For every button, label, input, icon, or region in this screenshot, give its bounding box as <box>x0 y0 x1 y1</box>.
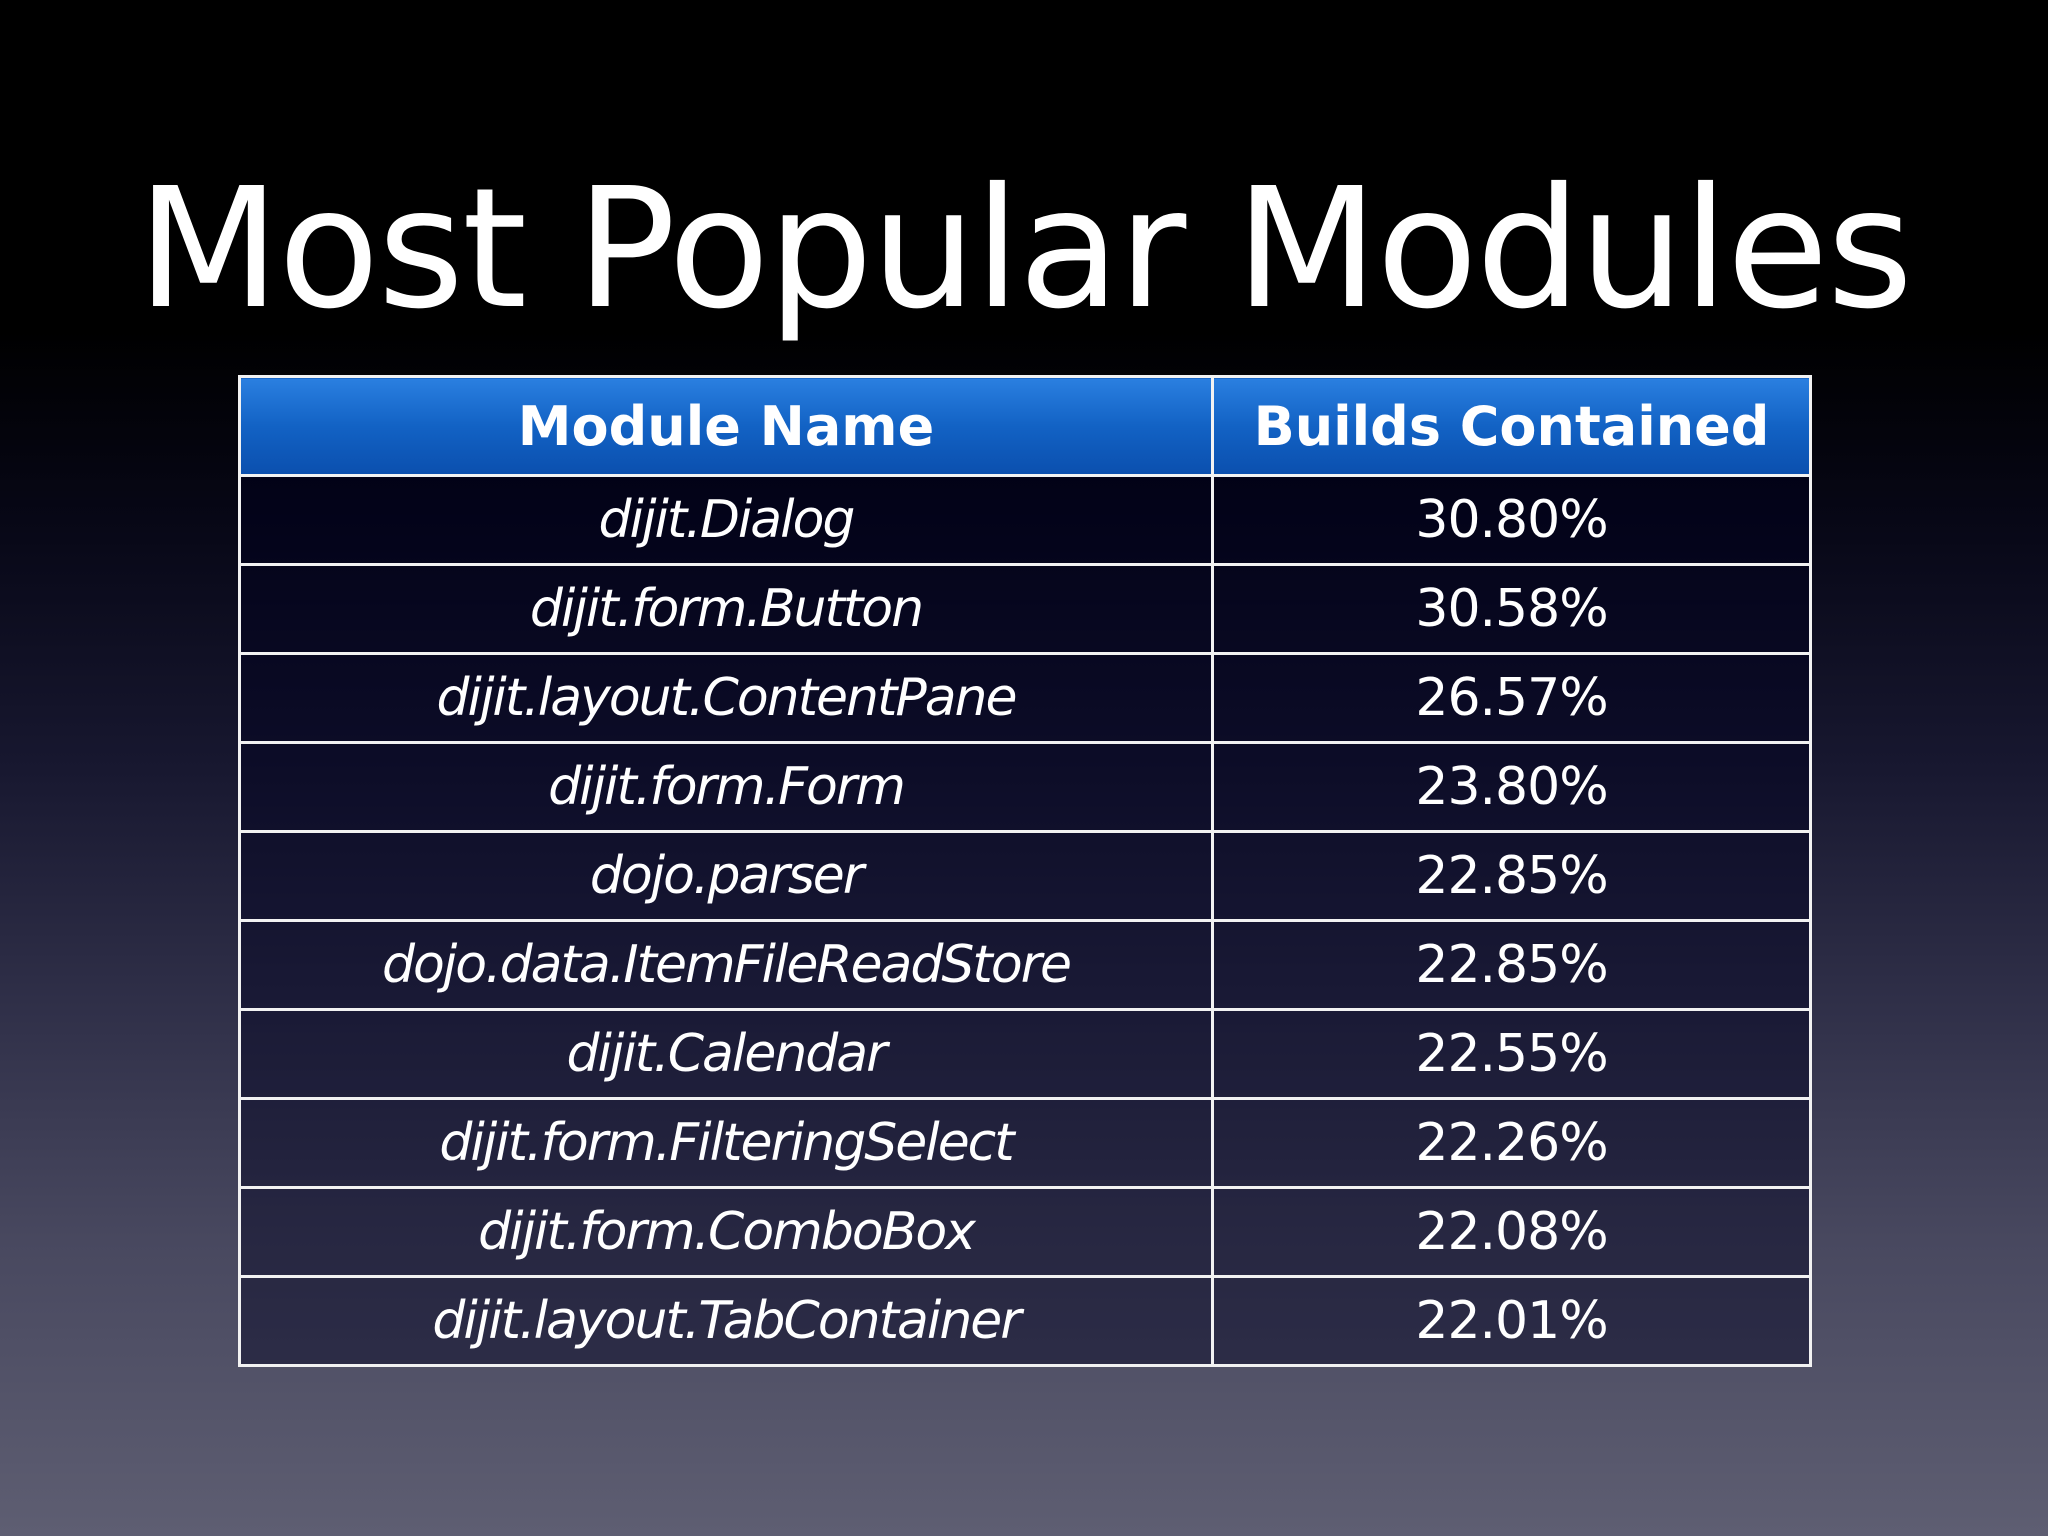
module-name-cell: dijit.layout.TabContainer <box>238 1275 1214 1367</box>
builds-percentage-cell: 22.85% <box>1211 919 1812 1011</box>
builds-percentage-cell: 22.55% <box>1211 1008 1812 1100</box>
table-row: dojo.data.ItemFileReadStore 22.85% <box>238 919 1812 1011</box>
module-name-cell: dijit.form.ComboBox <box>238 1186 1214 1278</box>
builds-percentage-cell: 22.26% <box>1211 1097 1812 1189</box>
builds-percentage-cell: 22.08% <box>1211 1186 1812 1278</box>
table-row: dijit.form.ComboBox 22.08% <box>238 1186 1812 1278</box>
module-name-cell: dijit.form.FilteringSelect <box>238 1097 1214 1189</box>
table-row: dijit.layout.ContentPane 26.57% <box>238 652 1812 744</box>
table-row: dojo.parser 22.85% <box>238 830 1812 922</box>
builds-percentage-cell: 30.80% <box>1211 474 1812 566</box>
table-row: dijit.form.FilteringSelect 22.26% <box>238 1097 1812 1189</box>
builds-percentage-cell: 22.01% <box>1211 1275 1812 1367</box>
header-builds-contained: Builds Contained <box>1211 375 1812 477</box>
table-row: dijit.layout.TabContainer 22.01% <box>238 1275 1812 1367</box>
table-header-row: Module Name Builds Contained <box>238 375 1812 477</box>
table-row: dijit.form.Form 23.80% <box>238 741 1812 833</box>
builds-percentage-cell: 30.58% <box>1211 563 1812 655</box>
module-name-cell: dijit.Dialog <box>238 474 1214 566</box>
modules-table: Module Name Builds Contained dijit.Dialo… <box>238 375 1812 1367</box>
builds-percentage-cell: 26.57% <box>1211 652 1812 744</box>
table-row: dijit.form.Button 30.58% <box>238 563 1812 655</box>
builds-percentage-cell: 22.85% <box>1211 830 1812 922</box>
table-row: dijit.Calendar 22.55% <box>238 1008 1812 1100</box>
module-name-cell: dijit.layout.ContentPane <box>238 652 1214 744</box>
slide-title: Most Popular Modules <box>136 153 1913 346</box>
table-row: dijit.Dialog 30.80% <box>238 474 1812 566</box>
module-name-cell: dijit.form.Form <box>238 741 1214 833</box>
builds-percentage-cell: 23.80% <box>1211 741 1812 833</box>
module-name-cell: dojo.parser <box>238 830 1214 922</box>
header-module-name: Module Name <box>238 375 1214 477</box>
module-name-cell: dojo.data.ItemFileReadStore <box>238 919 1214 1011</box>
module-name-cell: dijit.Calendar <box>238 1008 1214 1100</box>
module-name-cell: dijit.form.Button <box>238 563 1214 655</box>
